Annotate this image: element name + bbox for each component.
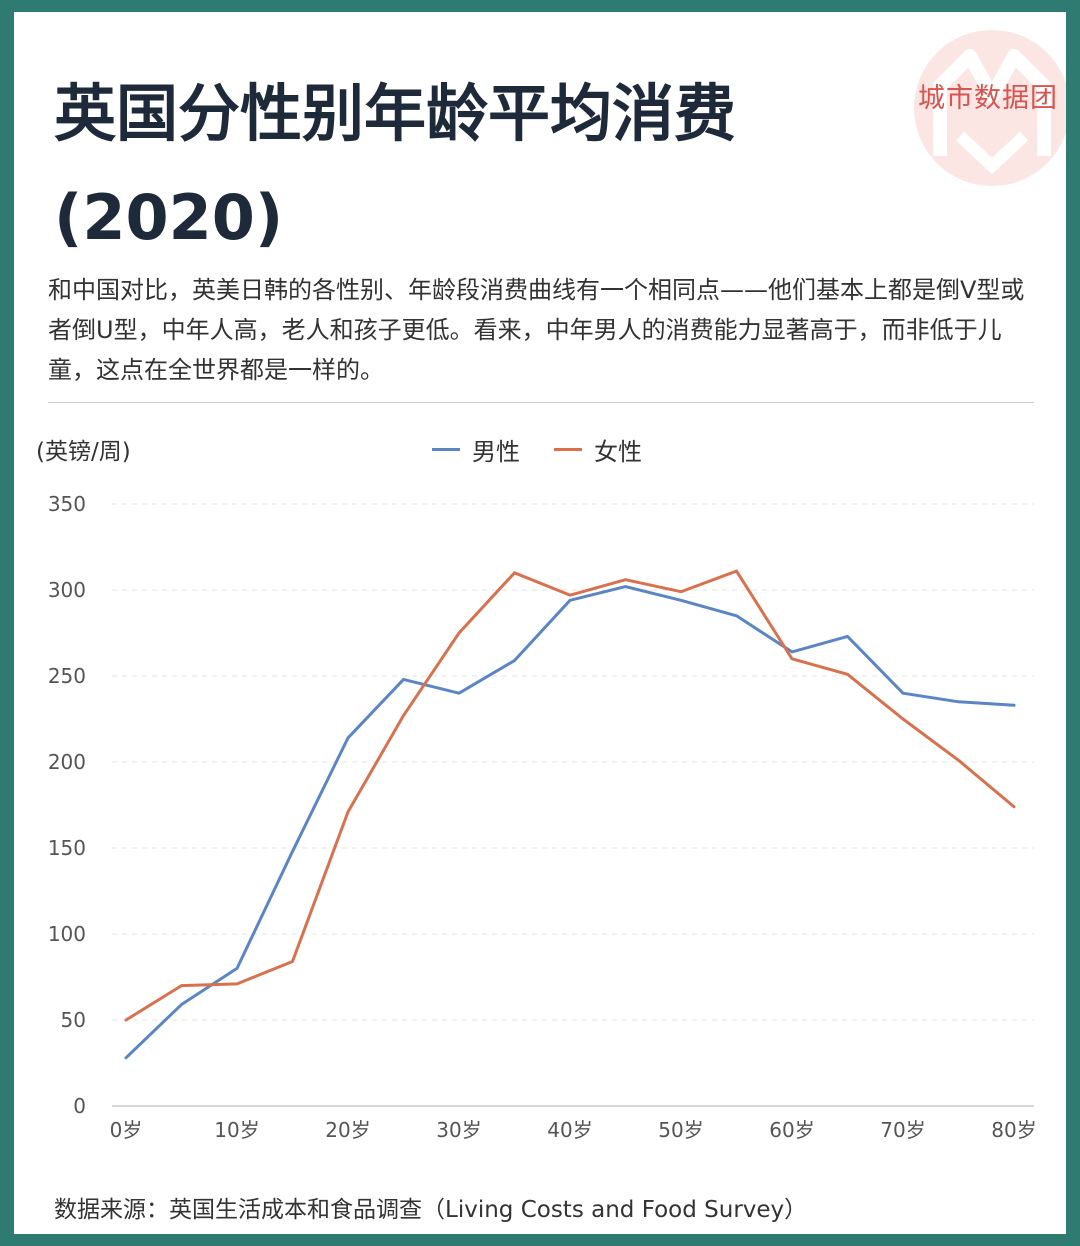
divider	[48, 402, 1034, 403]
x-tick-label: 80岁	[991, 1118, 1036, 1142]
legend-item-female: 女性	[554, 432, 642, 467]
y-tick-label: 300	[48, 578, 86, 602]
x-tick-label: 20岁	[325, 1118, 370, 1142]
brand-logo-watermark	[914, 30, 1066, 186]
x-tick-label: 40岁	[547, 1118, 592, 1142]
series-line-female	[124, 569, 1016, 1022]
legend-swatch-female	[554, 448, 582, 451]
x-tick-label: 0岁	[110, 1118, 143, 1142]
y-tick-label: 350	[48, 492, 86, 516]
line-chart: 0 50 100 150 200 250 300 350 0岁 10岁 20岁 30岁 40岁 50岁 60…	[48, 492, 1037, 1142]
title-line-1: 英国分性别年龄平均消费	[54, 77, 737, 150]
x-tick-label: 70岁	[880, 1118, 925, 1142]
description: 和中国对比，英美日韩的各性别、年龄段消费曲线有一个相同点——他们基本上都是倒V型…	[48, 276, 1025, 384]
y-tick-label: 200	[48, 750, 86, 774]
page-title: 英国分性别年龄平均消费 (2020)	[54, 62, 884, 270]
y-tick-label: 250	[48, 664, 86, 688]
chart-legend: 男性 女性	[432, 432, 676, 467]
y-tick-label: 150	[48, 836, 86, 860]
y-axis-unit-label: (英镑/周)	[36, 439, 131, 465]
legend-label-female: 女性	[594, 438, 642, 466]
x-tick-label: 50岁	[658, 1118, 703, 1142]
legend-item-male: 男性	[432, 432, 520, 467]
x-tick-label: 30岁	[436, 1118, 481, 1142]
y-tick-label: 100	[48, 922, 86, 946]
y-tick-label: 0	[73, 1094, 86, 1118]
y-tick-label: 50	[61, 1008, 86, 1032]
x-tick-label: 10岁	[214, 1118, 259, 1142]
title-line-2: (2020)	[54, 181, 284, 254]
legend-label-male: 男性	[472, 438, 520, 466]
data-source-note: 数据来源：英国生活成本和食品调查（Living Costs and Food S…	[54, 1197, 808, 1223]
legend-swatch-male	[432, 448, 460, 451]
series-line-male	[124, 585, 1016, 1060]
brand-name: 城市数据团	[918, 83, 1058, 114]
x-tick-label: 60岁	[769, 1118, 814, 1142]
chart-card: 城市数据团 英国分性别年龄平均消费 (2020) 和中国对比，英美日韩的各性别、…	[14, 12, 1066, 1234]
